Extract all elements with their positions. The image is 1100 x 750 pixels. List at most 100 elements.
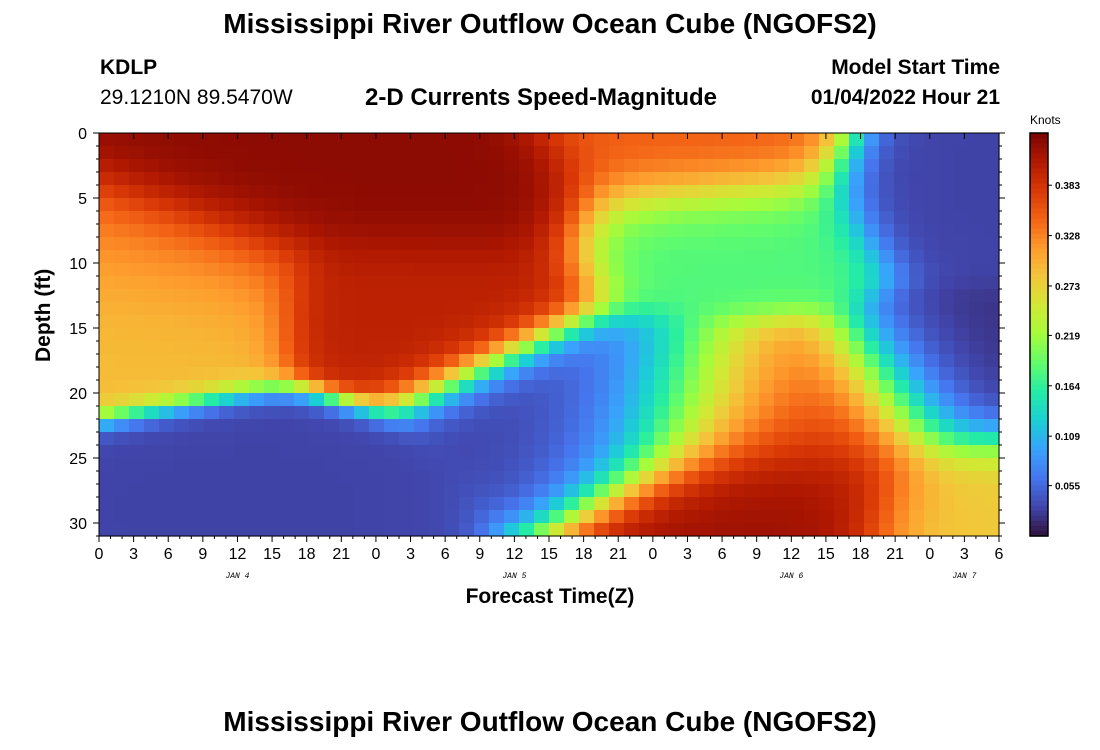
- heatmap-cell: [159, 198, 175, 212]
- heatmap-cell: [789, 497, 805, 511]
- heatmap-cell: [834, 354, 850, 368]
- heatmap-cell: [204, 146, 220, 160]
- heatmap-cell: [939, 458, 955, 472]
- heatmap-cell: [894, 432, 910, 446]
- heatmap-cell: [519, 523, 535, 537]
- heatmap-cell: [294, 185, 310, 199]
- heatmap-cell: [294, 419, 310, 433]
- heatmap-cell: [159, 380, 175, 394]
- heatmap-cell: [459, 289, 475, 303]
- heatmap-cell: [909, 198, 925, 212]
- heatmap-cell: [909, 458, 925, 472]
- heatmap-cell: [189, 146, 205, 160]
- heatmap-cell: [444, 159, 460, 173]
- footer-title: Mississippi River Outflow Ocean Cube (NG…: [223, 706, 877, 737]
- heatmap-cell: [909, 523, 925, 537]
- heatmap-cell: [669, 510, 685, 524]
- colorbar-segment: [1030, 485, 1048, 492]
- heatmap-cell: [384, 523, 400, 537]
- colorbar-segment: [1030, 263, 1048, 270]
- heatmap-cell: [729, 172, 745, 186]
- heatmap-cell: [519, 393, 535, 407]
- heatmap-cell: [144, 432, 160, 446]
- heatmap-cell: [399, 198, 415, 212]
- heatmap-cell: [924, 250, 940, 264]
- heatmap-cell: [834, 159, 850, 173]
- heatmap-cell: [429, 458, 445, 472]
- heatmap-cell: [639, 367, 655, 381]
- heatmap-cell: [444, 185, 460, 199]
- heatmap-cell: [789, 354, 805, 368]
- heatmap-cell: [114, 367, 130, 381]
- heatmap-cell: [819, 341, 835, 355]
- heatmap-cell: [699, 133, 715, 147]
- heatmap-cell: [609, 133, 625, 147]
- heatmap-cell: [684, 237, 700, 251]
- heatmap-cell: [414, 510, 430, 524]
- heatmap-cell: [99, 328, 115, 342]
- heatmap-cell: [849, 159, 865, 173]
- heatmap-cell: [519, 380, 535, 394]
- heatmap-cell: [954, 224, 970, 238]
- heatmap-cell: [414, 276, 430, 290]
- heatmap-cell: [264, 250, 280, 264]
- heatmap-cell: [429, 341, 445, 355]
- heatmap-cell: [309, 523, 325, 537]
- colorbar-segment: [1030, 218, 1048, 225]
- heatmap-cell: [699, 367, 715, 381]
- heatmap-cell: [414, 393, 430, 407]
- heatmap-cell: [714, 341, 730, 355]
- heatmap-cell: [414, 198, 430, 212]
- heatmap-cell: [729, 211, 745, 225]
- heatmap-cell: [909, 432, 925, 446]
- heatmap-cell: [144, 211, 160, 225]
- heatmap-cell: [519, 224, 535, 238]
- heatmap-cell: [279, 380, 295, 394]
- heatmap-cell: [114, 419, 130, 433]
- heatmap-cell: [249, 497, 265, 511]
- heatmap-cell: [534, 185, 550, 199]
- heatmap-cell: [834, 380, 850, 394]
- heatmap-cell: [234, 328, 250, 342]
- heatmap-cell: [429, 406, 445, 420]
- heatmap-cell: [504, 354, 520, 368]
- heatmap-cell: [789, 406, 805, 420]
- colorbar-segment: [1030, 490, 1048, 497]
- heatmap-cell: [234, 419, 250, 433]
- heatmap-cell: [549, 497, 565, 511]
- heatmap-cell: [114, 211, 130, 225]
- heatmap-cell: [714, 224, 730, 238]
- heatmap-cell: [804, 445, 820, 459]
- heatmap-cell: [954, 289, 970, 303]
- heatmap-cell: [249, 250, 265, 264]
- heatmap-cell: [819, 393, 835, 407]
- heatmap-cell: [759, 315, 775, 329]
- heatmap-cell: [414, 328, 430, 342]
- heatmap-cell: [429, 185, 445, 199]
- heatmap-cell: [939, 133, 955, 147]
- heatmap-cell: [864, 523, 880, 537]
- heatmap-cell: [459, 458, 475, 472]
- heatmap-cell: [489, 432, 505, 446]
- heatmap-cell: [954, 510, 970, 524]
- heatmap-cell: [174, 133, 190, 147]
- heatmap-cell: [579, 497, 595, 511]
- heatmap-cell: [834, 263, 850, 277]
- heatmap-cell: [369, 471, 385, 485]
- heatmap-cell: [264, 224, 280, 238]
- heatmap-cell: [189, 250, 205, 264]
- heatmap-cell: [369, 510, 385, 524]
- heatmap-cell: [219, 237, 235, 251]
- heatmap-cell: [699, 419, 715, 433]
- heatmap-cell: [444, 302, 460, 316]
- heatmap-cell: [474, 523, 490, 537]
- heatmap-cell: [984, 471, 1000, 485]
- x-tick-label: 3: [406, 546, 415, 563]
- colorbar-segment: [1030, 460, 1048, 467]
- heatmap-cell: [579, 380, 595, 394]
- heatmap-cell: [654, 302, 670, 316]
- colorbar-segment: [1030, 168, 1048, 174]
- heatmap-cell: [939, 393, 955, 407]
- heatmap-cell: [744, 367, 760, 381]
- heatmap-cell: [504, 393, 520, 407]
